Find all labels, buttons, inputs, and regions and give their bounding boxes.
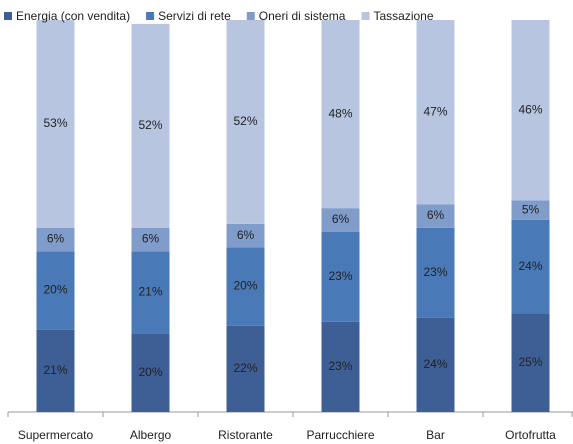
value-label: 25%: [518, 355, 542, 369]
bar-segment: [36, 20, 75, 228]
value-label: 6%: [427, 208, 445, 222]
legend-swatch: [361, 12, 370, 20]
x-tick-label: Ristorante: [218, 428, 273, 442]
x-tick-label: Bar: [426, 428, 445, 442]
bar-segment: [226, 223, 265, 248]
x-tick-label: Albergo: [130, 428, 172, 442]
value-label: 53%: [43, 116, 67, 130]
bar-segment: [131, 227, 170, 252]
bar-segment: [36, 329, 75, 412]
bar-segment: [416, 204, 455, 228]
legend-label: Oneri di sistema: [259, 9, 346, 23]
bar-segment: [36, 251, 75, 330]
bar-segment: [511, 20, 550, 201]
x-tick-label: Supermercato: [18, 428, 94, 442]
bar-segment: [416, 20, 455, 205]
value-label: 23%: [328, 359, 352, 373]
value-label: 23%: [328, 269, 352, 283]
value-label: 21%: [43, 363, 67, 377]
value-label: 24%: [423, 357, 447, 371]
value-label: 22%: [233, 361, 257, 375]
bar-segment: [416, 317, 455, 412]
bar-segment: [226, 325, 265, 412]
bar-segment: [511, 314, 550, 412]
bar-segment: [226, 247, 265, 326]
bar-segment: [321, 20, 360, 209]
bar-segment: [321, 321, 360, 412]
x-tick-label: Parrucchiere: [306, 428, 374, 442]
legend-label: Servizi di rete: [158, 9, 231, 23]
bar-segment: [321, 231, 360, 322]
value-label: 6%: [332, 212, 350, 226]
bar-segment: [131, 333, 170, 412]
bar-segment: [131, 23, 170, 228]
value-label: 5%: [522, 202, 540, 216]
bar-segment: [131, 251, 170, 334]
value-label: 47%: [423, 104, 447, 118]
value-label: 52%: [138, 118, 162, 132]
bar-segment: [226, 20, 265, 224]
bar-segment: [416, 227, 455, 318]
value-label: 24%: [518, 259, 542, 273]
x-tick-label: Ortofrutta: [505, 428, 556, 442]
value-label: 6%: [47, 232, 65, 246]
value-label: 21%: [138, 285, 162, 299]
value-label: 48%: [328, 106, 352, 120]
legend-label: Tassazione: [373, 9, 433, 23]
value-label: 20%: [43, 283, 67, 297]
value-label: 23%: [423, 265, 447, 279]
legend-swatch: [246, 12, 255, 20]
bar-segment: [511, 219, 550, 314]
legend-swatch: [146, 12, 155, 20]
value-label: 6%: [237, 228, 255, 242]
bar-segment: [36, 227, 75, 252]
legend-swatch: [4, 12, 12, 20]
value-label: 6%: [142, 232, 160, 246]
legend-label: Energia (con vendita): [16, 9, 130, 23]
bar-segment: [511, 200, 550, 220]
value-label: 20%: [233, 279, 257, 293]
value-label: 52%: [233, 114, 257, 128]
bar-segment: [321, 208, 360, 232]
value-label: 20%: [138, 365, 162, 379]
value-label: 46%: [518, 102, 542, 116]
